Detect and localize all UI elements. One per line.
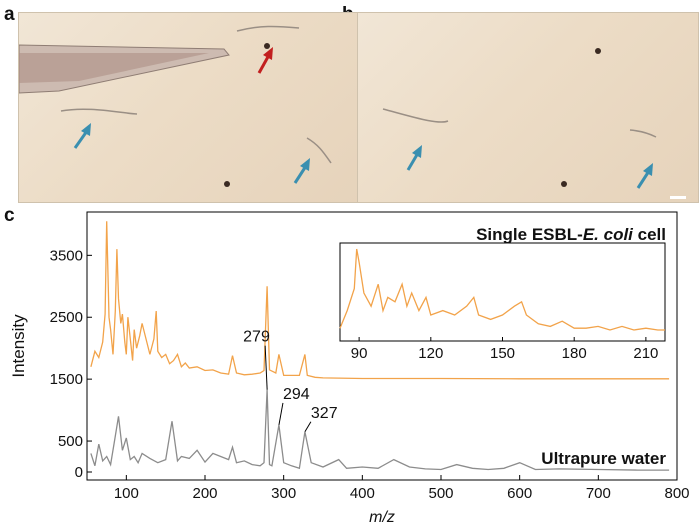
bacterial-cell xyxy=(629,129,657,138)
bacterial-cell xyxy=(306,137,332,164)
inset-layer: 90 120 150 180 210 xyxy=(339,248,665,362)
axis-layer: 100 200 300 400 500 600 700 800 0 500 1500 2500 3500 xyxy=(50,247,690,502)
scale-bar xyxy=(670,196,686,199)
panel-label-c: c xyxy=(4,205,15,226)
series-label-sample: Single ESBL-E. coli cell xyxy=(476,225,666,244)
peak-label-leader xyxy=(264,345,268,390)
inset-x-tick-label: 210 xyxy=(633,345,658,362)
series-label-water: Ultrapure water xyxy=(541,449,666,468)
debris-particle xyxy=(595,48,601,54)
series-line-water xyxy=(90,389,670,471)
bacterial-cell xyxy=(382,108,449,123)
y-axis-title: Intensity xyxy=(9,314,28,378)
peak-label-leader xyxy=(304,421,312,433)
plot-frame xyxy=(86,211,678,481)
blue-arrow-icon xyxy=(293,158,310,184)
micrograph-a xyxy=(18,12,360,203)
series-label-sample-species: E. coli xyxy=(583,225,634,244)
micropipette-highlight xyxy=(19,53,209,83)
x-axis-title: m/z xyxy=(369,509,395,526)
red-arrow-icon xyxy=(257,47,273,74)
x-tick-label: 500 xyxy=(428,485,453,502)
inset-x-tick-label: 120 xyxy=(418,345,443,362)
x-tick-label: 400 xyxy=(350,485,375,502)
series-label-sample-part1: Single ESBL- xyxy=(476,225,583,244)
series-layer xyxy=(90,221,670,471)
bacterial-cell xyxy=(236,25,300,32)
blue-arrow-icon xyxy=(636,163,653,189)
inset-x-tick-label: 90 xyxy=(351,345,368,362)
peak-label: 294 xyxy=(283,386,310,403)
x-tick-label: 800 xyxy=(664,485,689,502)
peak-label: 327 xyxy=(311,405,338,422)
micrograph-b xyxy=(357,12,699,203)
series-label-sample-part3: cell xyxy=(633,225,666,244)
y-tick-label: 2500 xyxy=(50,309,83,326)
y-tick-label: 1500 xyxy=(50,371,83,388)
panel-label-a: a xyxy=(4,4,15,25)
inset-series-line xyxy=(339,248,665,331)
micrograph-a-drawing xyxy=(19,25,332,187)
y-tick-label: 0 xyxy=(75,464,83,481)
x-tick-label: 600 xyxy=(507,485,532,502)
peak-label-leader xyxy=(278,402,284,426)
y-tick-label: 500 xyxy=(58,433,83,450)
x-tick-label: 100 xyxy=(114,485,139,502)
inset-frame xyxy=(339,242,666,342)
debris-particle xyxy=(224,181,230,187)
micrograph-b-drawing xyxy=(382,48,686,199)
peak-label: 279 xyxy=(243,329,270,346)
x-tick-label: 200 xyxy=(192,485,217,502)
bacterial-cell xyxy=(60,108,138,115)
x-tick-label: 700 xyxy=(586,485,611,502)
y-tick-label: 3500 xyxy=(50,247,83,264)
x-tick-label: 300 xyxy=(271,485,296,502)
blue-arrow-icon xyxy=(406,145,422,171)
blue-arrow-icon xyxy=(73,123,91,149)
debris-particle xyxy=(264,43,270,49)
debris-particle xyxy=(561,181,567,187)
inset-x-tick-label: 180 xyxy=(562,345,587,362)
series-line-sample xyxy=(90,221,670,380)
inset-x-tick-label: 150 xyxy=(490,345,515,362)
